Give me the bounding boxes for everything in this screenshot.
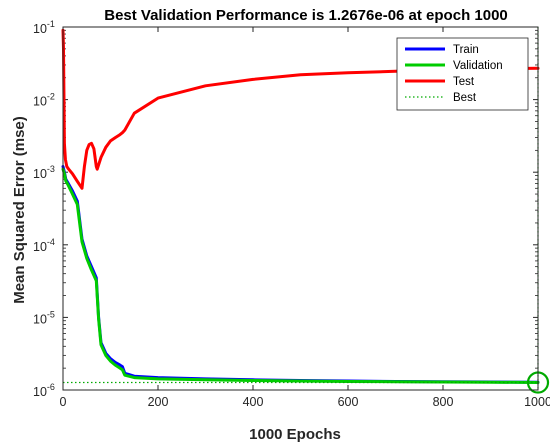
- x-tick-label: 1000: [524, 395, 550, 409]
- y-tick-base: 10: [33, 167, 47, 181]
- y-tick-exponent: -4: [47, 237, 55, 247]
- y-tick-base: 10: [33, 22, 47, 36]
- y-axis-label: Mean Squared Error (mse): [11, 116, 28, 304]
- y-tick-base: 10: [33, 240, 47, 254]
- chart-title: Best Validation Performance is 1.2676e-0…: [104, 7, 508, 24]
- legend-label: Train: [453, 44, 479, 56]
- y-tick-label: 10-4: [33, 237, 55, 254]
- legend-label: Best: [453, 92, 477, 104]
- x-tick-label: 400: [243, 395, 264, 409]
- x-tick-label: 600: [338, 395, 359, 409]
- x-axis-label: 1000 Epochs: [249, 426, 341, 443]
- y-tick-exponent: -5: [47, 309, 55, 319]
- x-tick-label: 800: [433, 395, 454, 409]
- x-tick-label: 0: [60, 395, 67, 409]
- axis-ticks: 0 200 400 600 800 100010-610-510-410-310-210-…: [33, 19, 550, 409]
- y-tick-base: 10: [33, 95, 47, 109]
- y-tick-label: 10-5: [33, 309, 55, 326]
- y-tick-base: 10: [33, 385, 47, 399]
- y-tick-exponent: -2: [47, 92, 55, 102]
- legend-label: Test: [453, 76, 475, 88]
- y-tick-label: 10-3: [33, 164, 55, 181]
- series-line-validation: [61, 167, 540, 384]
- y-tick-label: 10-6: [33, 382, 55, 399]
- y-tick-label: 10-1: [33, 19, 55, 36]
- y-tick-exponent: -1: [47, 19, 55, 29]
- x-tick-label: 200: [148, 395, 169, 409]
- series-line-train: [61, 165, 540, 384]
- axes-box: [62, 26, 539, 391]
- legend: Train Validation Test Best: [396, 37, 529, 111]
- y-tick-exponent: -3: [47, 164, 55, 174]
- series-line-test: [61, 28, 540, 190]
- y-tick-base: 10: [33, 312, 47, 326]
- y-tick-label: 10-2: [33, 92, 55, 109]
- legend-label: Validation: [453, 60, 503, 72]
- series-layer: [61, 28, 540, 384]
- y-tick-exponent: -6: [47, 382, 55, 392]
